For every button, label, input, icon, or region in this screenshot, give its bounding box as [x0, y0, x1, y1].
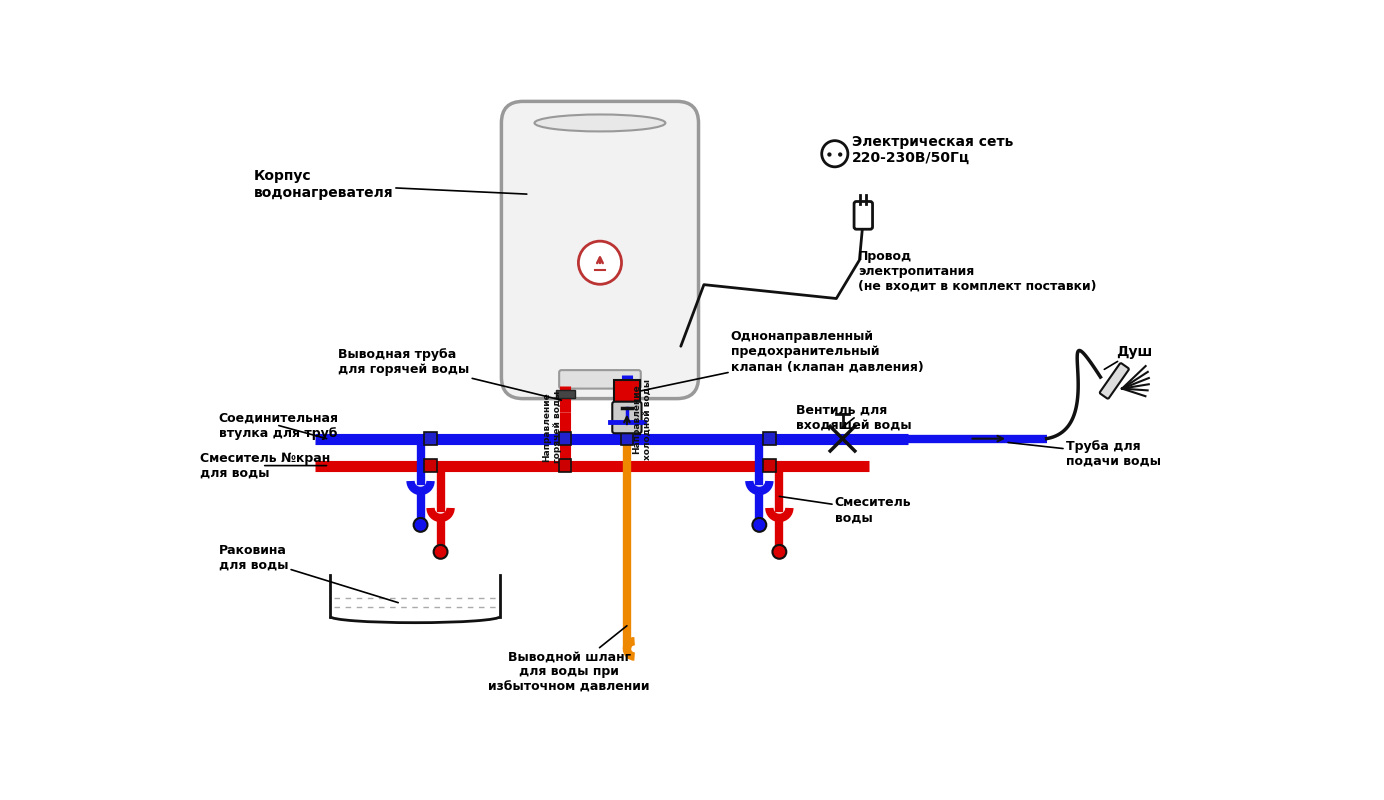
Text: Электрическая сеть
220-230В/50Гц: Электрическая сеть 220-230В/50Гц [851, 134, 1013, 165]
Text: Соединительная
втулка для труб: Соединительная втулка для труб [219, 411, 339, 439]
Ellipse shape [534, 114, 666, 131]
Bar [614, 380, 639, 402]
Text: Раковина
для воды: Раковина для воды [219, 544, 399, 602]
FancyBboxPatch shape [612, 402, 642, 434]
FancyBboxPatch shape [1100, 363, 1129, 398]
Circle shape [828, 152, 832, 157]
Text: Выводная труба
для горячей воды: Выводная труба для горячей воды [338, 348, 562, 400]
Text: Вентиль для
входящей воды: Вентиль для входящей воды [796, 404, 912, 432]
Text: Направление
горячей воды: Направление горячей воды [543, 391, 562, 463]
Text: Провод
электропитания
(не входит в комплект поставки): Провод электропитания (не входит в компл… [858, 250, 1096, 293]
FancyBboxPatch shape [854, 202, 872, 230]
Text: Душ: Душ [1104, 345, 1151, 370]
Bar [763, 459, 775, 472]
Circle shape [772, 545, 786, 558]
Circle shape [753, 518, 767, 532]
Text: Смеситель №кран
для воды: Смеситель №кран для воды [199, 451, 329, 480]
Bar [556, 390, 574, 398]
Text: Корпус
водонагревателя: Корпус водонагревателя [253, 170, 527, 200]
Text: Направление
холодной воды: Направление холодной воды [632, 379, 652, 460]
Bar [559, 433, 572, 445]
Bar [621, 433, 632, 445]
Bar [763, 433, 775, 445]
Bar [617, 390, 637, 398]
FancyBboxPatch shape [559, 370, 641, 389]
Text: Смеситель
воды: Смеситель воды [779, 496, 912, 524]
Bar [559, 459, 572, 472]
Circle shape [414, 518, 428, 532]
Circle shape [433, 545, 447, 558]
Text: Однонаправленный
предохранительный
клапан (клапан давления): Однонаправленный предохранительный клапа… [641, 330, 923, 391]
Circle shape [579, 241, 621, 284]
FancyBboxPatch shape [501, 102, 699, 398]
Circle shape [822, 141, 848, 167]
Bar [425, 433, 437, 445]
Text: Труба для
подачи воды: Труба для подачи воды [1008, 440, 1161, 468]
Circle shape [839, 152, 843, 157]
Bar [425, 459, 437, 472]
Text: Выводной шланг
для воды при
избыточном давлении: Выводной шланг для воды при избыточном д… [489, 626, 650, 694]
